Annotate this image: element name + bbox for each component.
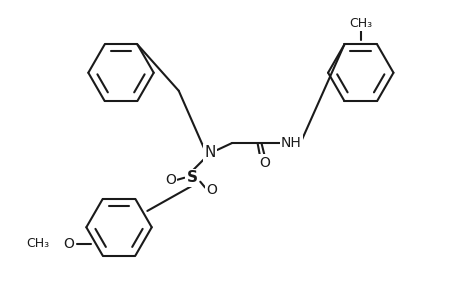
Text: N: N <box>204 146 215 160</box>
Text: CH₃: CH₃ <box>348 17 371 30</box>
Text: O: O <box>63 237 74 250</box>
Text: O: O <box>165 173 176 187</box>
Text: O: O <box>259 156 269 170</box>
Text: CH₃: CH₃ <box>26 237 49 250</box>
Text: S: S <box>186 170 197 185</box>
Text: O: O <box>206 183 217 196</box>
Text: NH: NH <box>280 136 301 150</box>
